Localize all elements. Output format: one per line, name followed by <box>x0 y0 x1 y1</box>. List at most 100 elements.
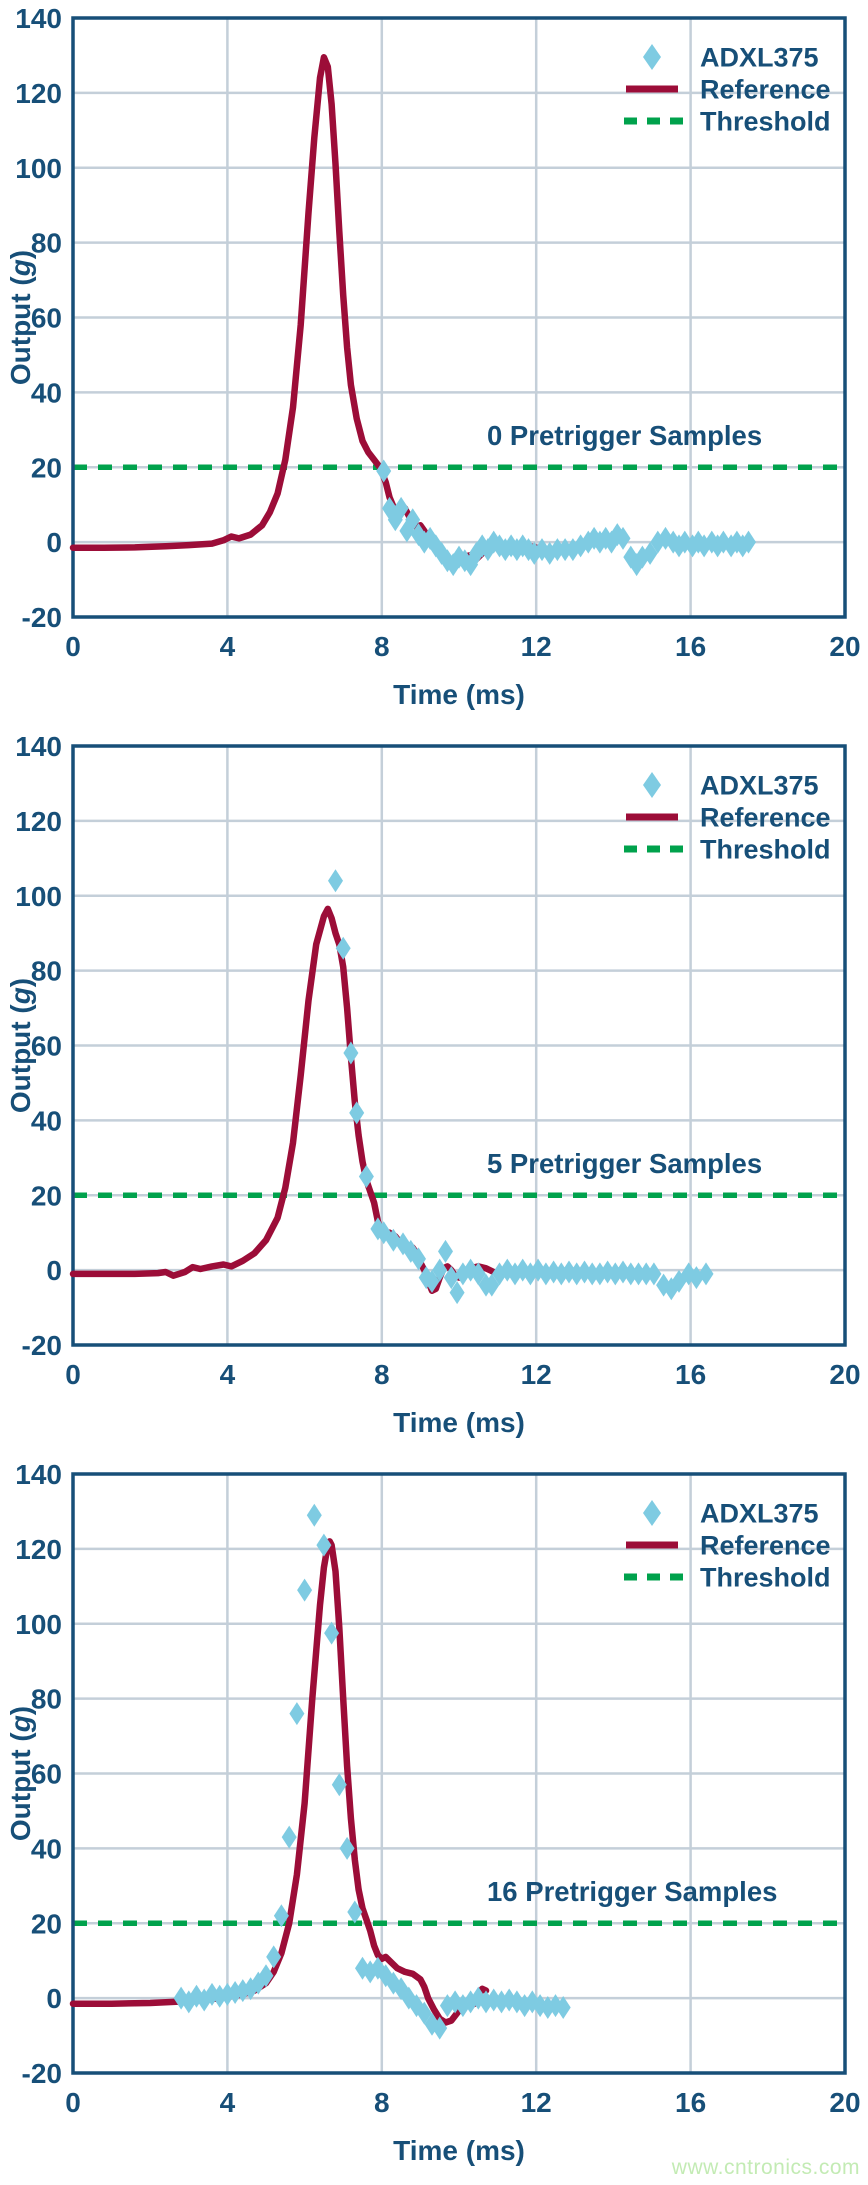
y-tick-label: 120 <box>15 806 62 837</box>
legend-label: Reference <box>700 1531 831 1561</box>
y-tick-label: 20 <box>31 452 62 483</box>
adxl375-point <box>411 1247 426 1271</box>
x-tick-label: 16 <box>675 2087 706 2118</box>
y-tick-label: 60 <box>31 1031 62 1062</box>
legend-diamond-marker <box>643 1500 661 1526</box>
annotation-label: 16 Pretrigger Samples <box>487 1876 777 1907</box>
adxl375-point <box>382 496 397 520</box>
y-axis-title: Output (g) <box>5 978 36 1113</box>
legend-label: ADXL375 <box>700 1499 819 1529</box>
y-tick-label: 140 <box>15 731 62 762</box>
adxl375-point <box>424 2012 440 2036</box>
plot-border <box>71 744 847 1347</box>
y-tick-label: 60 <box>31 1759 62 1790</box>
adxl375-point <box>623 1262 639 1286</box>
x-tick-label: 20 <box>829 1359 860 1390</box>
adxl375-point <box>393 496 409 520</box>
plot-border <box>71 16 847 619</box>
adxl375-points <box>173 1503 571 2040</box>
x-tick-label: 8 <box>374 631 390 662</box>
x-tick-label: 12 <box>521 1359 552 1390</box>
chart-0-pretrigger: -20 0 20 40 60 80 100 120 140 0 4 8 12 16 20 Time (ms) O… <box>0 0 868 728</box>
annotation-label: 0 Pretrigger Samples <box>487 420 762 451</box>
y-tick-label: 0 <box>46 1255 62 1286</box>
y-tick-label: 120 <box>15 1534 62 1565</box>
adxl375-point <box>393 1977 409 2001</box>
y-tick-label: -20 <box>22 1330 62 1361</box>
adxl375-point <box>281 1825 297 1849</box>
adxl375-point <box>484 1273 500 1297</box>
adxl375-point <box>339 1836 355 1860</box>
adxl375-point <box>347 1900 363 1924</box>
adxl375-point <box>335 936 351 960</box>
legend-label: Threshold <box>700 1563 831 1593</box>
adxl375-point <box>328 869 343 893</box>
x-tick-label: 12 <box>521 2087 552 2118</box>
adxl375-point <box>358 1165 374 1188</box>
y-tick-label: 100 <box>15 1609 62 1640</box>
plot-border <box>71 1472 847 2075</box>
adxl375-point <box>555 1996 571 2019</box>
adxl375-point <box>266 1945 282 1969</box>
watermark: www.cntronics.com <box>671 2156 860 2179</box>
y-tick-label: 40 <box>31 1105 62 1136</box>
adxl375-point <box>189 1984 204 2008</box>
x-tick-label: 12 <box>521 631 552 662</box>
adxl375-point <box>646 1262 662 1286</box>
y-tick-label: 100 <box>15 881 62 912</box>
adxl375-point <box>306 1503 322 1527</box>
y-tick-label: 20 <box>31 1180 62 1211</box>
chart-16-pretrigger: -20 0 20 40 60 80 100 120 140 0 4 8 12 16 20 Time (ms) O… <box>0 1456 868 2184</box>
adxl375-point <box>698 1262 714 1286</box>
x-tick-label: 0 <box>65 631 81 662</box>
y-tick-label: 80 <box>31 1684 62 1715</box>
x-tick-label: 20 <box>829 631 860 662</box>
y-tick-label: 80 <box>31 228 62 259</box>
reference-line <box>69 54 555 566</box>
legend-diamond-marker <box>643 772 661 798</box>
x-tick-label: 0 <box>65 1359 81 1390</box>
chart-5-pretrigger: -20 0 20 40 60 80 100 120 140 0 4 8 12 16 20 Time (ms) O… <box>0 728 868 1456</box>
legend-label: Reference <box>700 803 831 833</box>
y-tick-label: 40 <box>31 1833 62 1864</box>
y-tick-label: 80 <box>31 956 62 987</box>
x-tick-label: 4 <box>220 1359 236 1390</box>
y-tick-label: -20 <box>22 602 62 633</box>
x-tick-label: 8 <box>374 1359 390 1390</box>
adxl375-point <box>549 538 565 562</box>
y-tick-label: 40 <box>31 377 62 408</box>
adxl375-point <box>343 1041 359 1065</box>
adxl375-point <box>316 1533 332 1557</box>
x-tick-label: 16 <box>675 1359 706 1390</box>
legend-diamond-marker <box>643 44 661 70</box>
legend-label: Threshold <box>700 835 831 865</box>
reference-line <box>69 905 536 1294</box>
adxl375-point <box>557 538 573 562</box>
y-tick-label: 60 <box>31 303 62 334</box>
adxl375-point <box>258 1964 274 1988</box>
y-axis-title: Output (g) <box>5 250 36 385</box>
adxl375-point <box>331 1773 347 1797</box>
adxl375-point <box>405 508 421 532</box>
adxl375-point <box>642 541 658 565</box>
legend-label: Reference <box>700 75 831 105</box>
adxl375-point <box>370 1217 386 1241</box>
adxl375-point <box>443 1266 459 1290</box>
y-axis-title: Output (g) <box>5 1706 36 1841</box>
adxl375-point <box>376 459 392 483</box>
y-tick-label: 140 <box>15 1459 62 1490</box>
legend-label: ADXL375 <box>700 771 819 801</box>
adxl375-point <box>449 1281 465 1305</box>
adxl375-point <box>273 1904 289 1928</box>
y-tick-label: 100 <box>15 153 62 184</box>
adxl375-point <box>432 1258 448 1282</box>
y-tick-label: 120 <box>15 78 62 109</box>
adxl375-point <box>638 1262 654 1286</box>
adxl375-point <box>416 2001 432 2025</box>
x-tick-label: 0 <box>65 2087 81 2118</box>
legend-label: Threshold <box>700 107 831 137</box>
